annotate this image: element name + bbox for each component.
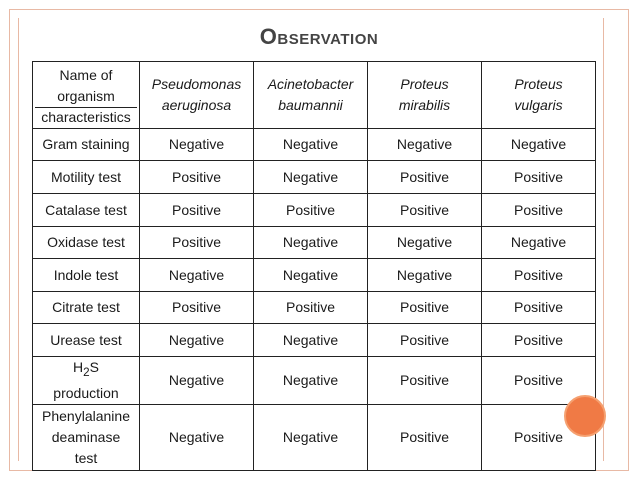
result-cell: Negative — [481, 226, 596, 260]
table-row: Gram staining Negative Negative Negative… — [32, 127, 596, 162]
header-name-line-2: organism — [57, 88, 115, 104]
header-organism-1: Pseudomonas aeruginosa — [139, 61, 254, 129]
test-name: Gram staining — [32, 127, 140, 162]
result-cell: Negative — [253, 403, 368, 472]
test-name: Catalase test — [32, 193, 140, 228]
result-cell: Positive — [139, 291, 254, 325]
result-cell: Positive — [481, 258, 596, 293]
result-cell: Negative — [139, 127, 254, 162]
result-cell: Positive — [367, 291, 482, 325]
result-cell: Positive — [253, 193, 368, 228]
test-name: Phenylalanine deaminase test — [32, 403, 140, 472]
header-name-cell: Name of organism characteristics — [32, 61, 140, 129]
observation-table: Name of organism characteristics Pseudom… — [32, 61, 596, 472]
table-row: Oxidase test Positive Negative Negative … — [32, 226, 596, 260]
table-row: H2S production Negative Negative Positiv… — [32, 356, 596, 405]
result-cell: Positive — [367, 193, 482, 228]
table-row: Phenylalanine deaminase test Negative Ne… — [32, 403, 596, 472]
result-cell: Negative — [253, 127, 368, 162]
test-name: Citrate test — [32, 291, 140, 325]
result-cell: Positive — [139, 193, 254, 228]
result-cell: Negative — [253, 258, 368, 293]
result-cell: Positive — [367, 356, 482, 405]
header-organism-2: Acinetobacter baumannii — [253, 61, 368, 129]
slide-frame-right-line — [603, 18, 604, 461]
table-row: Indole test Negative Negative Negative P… — [32, 258, 596, 293]
result-cell: Negative — [253, 160, 368, 195]
test-name: H2S production — [32, 356, 140, 405]
slide-frame-outer — [9, 9, 629, 471]
result-cell: Negative — [367, 226, 482, 260]
result-cell: Negative — [139, 258, 254, 293]
header-organism-3: Proteus mirabilis — [367, 61, 482, 129]
result-cell: Positive — [253, 291, 368, 325]
test-name: Motility test — [32, 160, 140, 195]
table-row: Citrate test Positive Positive Positive … — [32, 291, 596, 325]
result-cell: Negative — [481, 127, 596, 162]
result-cell: Positive — [367, 160, 482, 195]
result-cell: Positive — [481, 291, 596, 325]
result-cell: Negative — [367, 127, 482, 162]
result-cell: Positive — [367, 323, 482, 358]
slide-frame-left-line — [18, 18, 19, 461]
table-row: Motility test Positive Negative Positive… — [32, 160, 596, 195]
table-row: Catalase test Positive Positive Positive… — [32, 193, 596, 228]
result-cell: Positive — [481, 323, 596, 358]
header-organism-4: Proteus vulgaris — [481, 61, 596, 129]
table-header-row: Name of organism characteristics Pseudom… — [32, 61, 596, 129]
header-characteristics: characteristics — [35, 107, 137, 128]
result-cell: Negative — [139, 323, 254, 358]
test-name: Urease test — [32, 323, 140, 358]
result-cell: Positive — [367, 403, 482, 472]
result-cell: Negative — [139, 403, 254, 472]
header-name-line-1: Name of — [59, 67, 113, 83]
result-cell: Positive — [481, 160, 596, 195]
slide-title: Observation — [259, 24, 379, 49]
result-cell: Negative — [253, 323, 368, 358]
result-cell: Positive — [481, 193, 596, 228]
result-cell: Positive — [139, 226, 254, 260]
result-cell: Negative — [367, 258, 482, 293]
test-name: Indole test — [32, 258, 140, 293]
result-cell: Negative — [139, 356, 254, 405]
result-cell: Positive — [139, 160, 254, 195]
test-name: Oxidase test — [32, 226, 140, 260]
table-row: Urease test Negative Negative Positive P… — [32, 323, 596, 358]
result-cell: Negative — [253, 226, 368, 260]
decorative-orange-circle — [564, 395, 606, 437]
result-cell: Negative — [253, 356, 368, 405]
